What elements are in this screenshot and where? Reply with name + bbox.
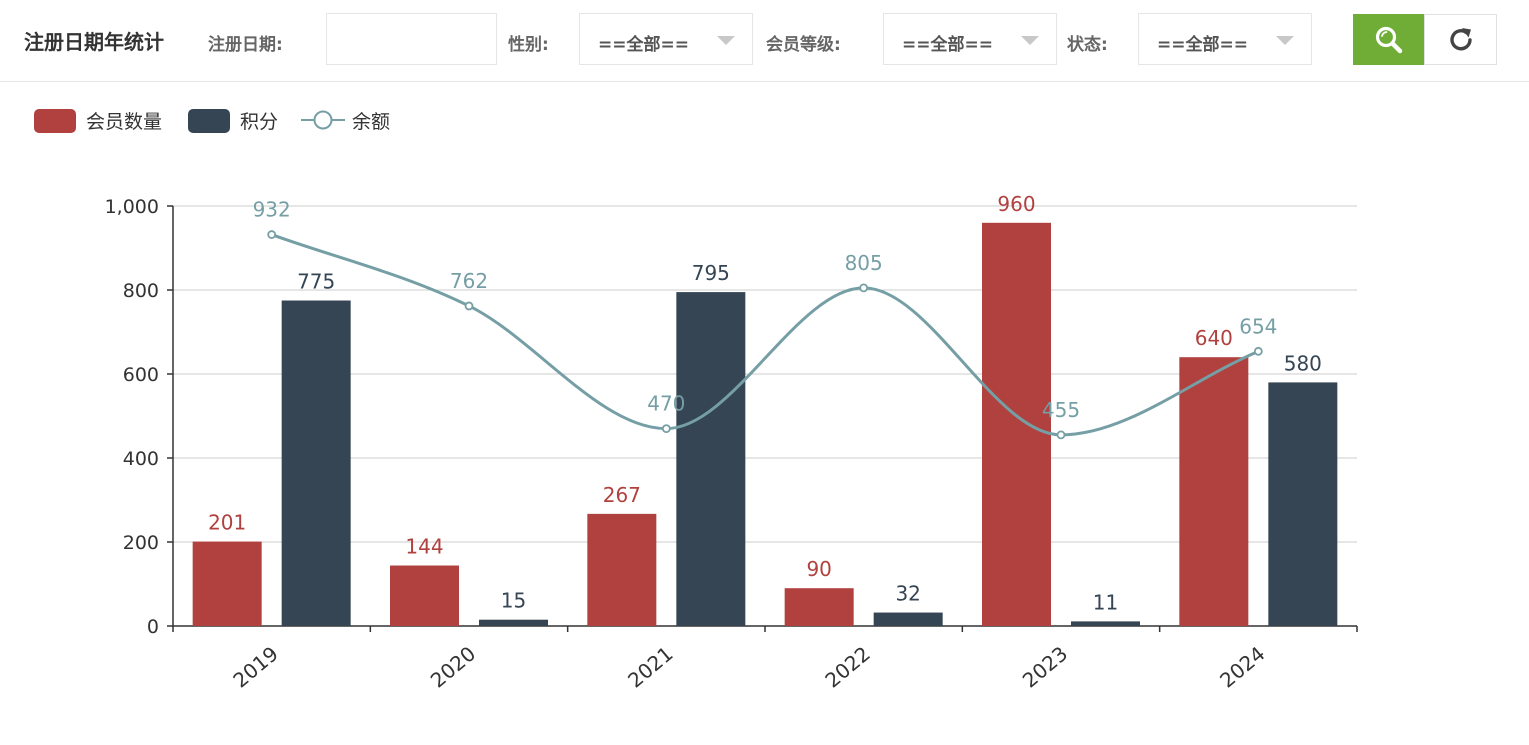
bar-data-label: 960 (997, 192, 1035, 216)
legend-swatch-points (188, 109, 230, 133)
bar-member-count (1179, 357, 1249, 626)
status-label: 状态: (1067, 35, 1108, 55)
y-tick-label: 800 (123, 280, 159, 302)
x-tick-label: 2023 (1018, 641, 1072, 692)
bar-member-count (192, 541, 262, 626)
status-select[interactable]: ==全部== (1138, 13, 1312, 65)
balance-point (464, 301, 474, 311)
member-level-label: 会员等级: (766, 35, 841, 55)
x-tick-label: 2022 (820, 641, 874, 692)
bar-points (1268, 382, 1338, 626)
y-tick-label: 1,000 (105, 196, 159, 218)
balance-point (1253, 346, 1263, 356)
bar-member-count (982, 222, 1051, 627)
line-data-label: 470 (647, 392, 685, 416)
chart-canvas: 0 200 400 600 800 1,000 201 775 2019 144 15 2020 267… (105, 192, 1358, 693)
legend-label-balance: 余额 (352, 111, 391, 133)
balance-point (1056, 430, 1066, 440)
bar-points (873, 612, 943, 626)
refresh-icon (1449, 27, 1472, 50)
y-tick-label: 0 (147, 616, 159, 638)
bar-member-count (390, 565, 459, 626)
gender-label: 性别: (508, 35, 549, 55)
balance-point (859, 283, 869, 293)
bar-data-label: 775 (297, 270, 335, 294)
line-data-label: 762 (450, 269, 488, 293)
x-tick-label: 2019 (228, 641, 282, 692)
caret-down-icon (1276, 36, 1294, 45)
legend-swatch-balance (301, 110, 345, 130)
bar-data-label: 795 (692, 261, 730, 285)
y-tick-label: 600 (123, 364, 159, 386)
bar-points (281, 300, 351, 626)
legend-label-points: 积分 (240, 111, 279, 133)
gender-select[interactable]: ==全部== (579, 13, 753, 65)
line-data-label: 455 (1042, 398, 1080, 422)
line-data-label: 654 (1239, 314, 1277, 338)
bar-data-label: 640 (1195, 326, 1233, 350)
line-data-label: 932 (253, 198, 291, 222)
bar-data-label: 32 (895, 582, 920, 606)
legend-label-member-count: 会员数量 (86, 111, 163, 133)
refresh-button[interactable] (1424, 14, 1497, 65)
balance-line (271, 233, 1259, 437)
member-level-select[interactable]: ==全部== (883, 13, 1057, 65)
bar-data-label: 144 (405, 535, 443, 559)
registration-date-label: 注册日期: (208, 35, 283, 55)
line-data-label: 805 (845, 251, 883, 275)
balance-point (661, 424, 671, 434)
gender-select-value: ==全部== (598, 35, 689, 55)
filter-toolbar: 注册日期年统计 注册日期: 性别: ==全部== 会员等级: ==全部== 状态… (0, 0, 1529, 82)
status-select-value: ==全部== (1157, 35, 1248, 55)
x-tick-label: 2020 (426, 641, 480, 692)
bar-member-count (587, 513, 657, 626)
y-tick-label: 400 (123, 448, 159, 470)
legend-swatch-member-count (34, 109, 76, 133)
bar-points (479, 619, 548, 626)
member-level-select-value: ==全部== (902, 35, 993, 55)
caret-down-icon (1021, 36, 1039, 45)
y-tick-label: 200 (123, 532, 159, 554)
bar-points (676, 292, 746, 626)
page-title: 注册日期年统计 (24, 30, 164, 54)
search-icon (1375, 26, 1403, 53)
bar-data-label: 267 (603, 483, 641, 507)
balance-point (267, 230, 277, 239)
bar-data-label: 580 (1284, 351, 1322, 375)
bar-data-label: 201 (208, 511, 246, 535)
bar-data-label: 11 (1093, 590, 1118, 614)
x-tick-label: 2024 (1215, 641, 1269, 692)
search-button[interactable] (1353, 14, 1425, 65)
bar-points (1071, 621, 1140, 626)
bar-member-count (784, 588, 854, 626)
caret-down-icon (717, 36, 735, 45)
bar-data-label: 90 (806, 557, 831, 581)
registration-date-input[interactable] (326, 13, 497, 65)
x-tick-label: 2021 (623, 641, 677, 692)
bar-data-label: 15 (501, 589, 526, 613)
